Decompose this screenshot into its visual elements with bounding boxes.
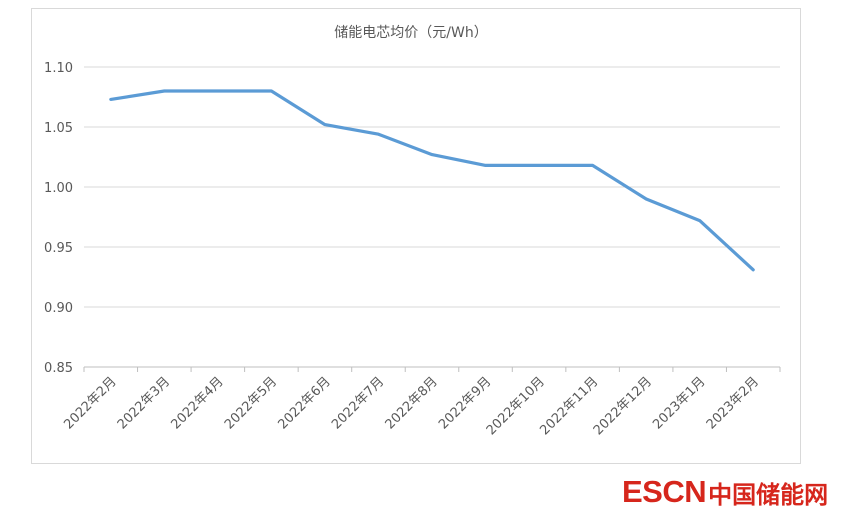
gridlines	[84, 66, 780, 308]
x-tick-label: 2022年5月	[222, 374, 280, 432]
axes	[83, 366, 781, 372]
y-tick-label: 1.00	[44, 181, 73, 196]
chart-frame	[31, 8, 801, 464]
y-tick-label: 0.95	[44, 241, 73, 256]
watermark-name: 中国储能网	[708, 480, 829, 509]
x-tick-label: 2022年4月	[168, 374, 226, 432]
x-tick-label: 2022年3月	[115, 374, 173, 432]
y-tick-label: 1.05	[44, 121, 73, 136]
y-tick-label: 0.85	[44, 361, 73, 376]
chart-title: 储能电芯均价（元/Wh）	[334, 25, 487, 41]
x-tick-label: 2023年2月	[704, 374, 762, 432]
x-tick-labels: 2022年2月2022年3月2022年4月2022年5月2022年6月2022年…	[61, 374, 762, 438]
x-tick-label: 2022年12月	[591, 374, 655, 438]
x-tick-label: 2023年1月	[650, 374, 708, 432]
x-tick-label: 2022年9月	[436, 374, 494, 432]
x-tick-label: 2022年7月	[329, 374, 387, 432]
x-tick-label: 2022年2月	[61, 374, 119, 432]
x-tick-label: 2022年8月	[383, 374, 441, 432]
y-tick-label: 1.10	[44, 61, 73, 76]
y-tick-label: 0.90	[44, 301, 73, 316]
x-tick-label: 2022年6月	[276, 374, 334, 432]
watermark-brand: ESCN	[622, 474, 707, 509]
escn-watermark-logo: ESCN 中国储能网	[622, 474, 828, 510]
series-line	[109, 89, 755, 272]
y-tick-labels: 1.10 1.05 1.00 0.95 0.90 0.85	[44, 61, 73, 376]
series-layer	[109, 89, 755, 272]
